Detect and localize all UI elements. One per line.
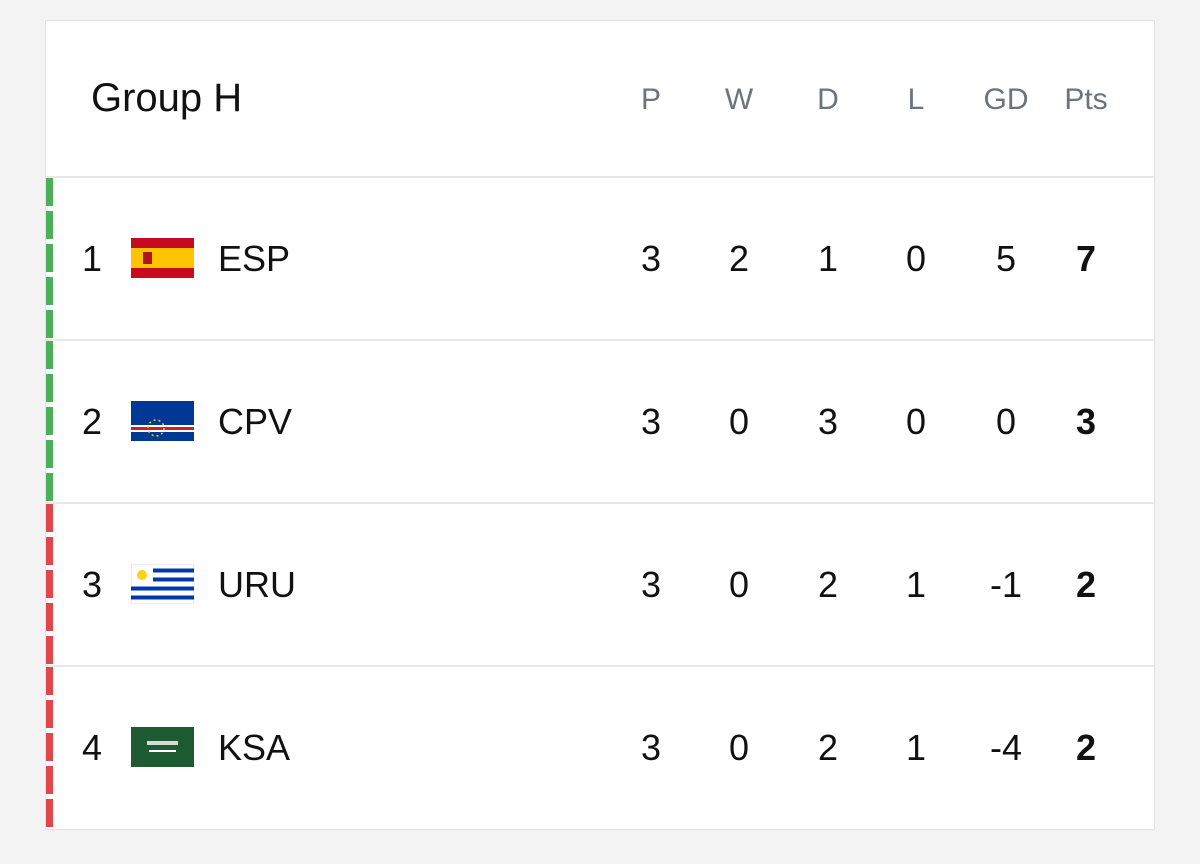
stat-cell: 0 [995, 401, 1017, 442]
stat-cell: 0 [905, 238, 927, 279]
stat-cell: -4 [989, 727, 1022, 768]
team-name: CPV [218, 401, 293, 442]
stat-cell: -1 [989, 564, 1022, 605]
table-row: 4 KSA 3 0 2 1 -4 2 [46, 665, 1154, 829]
rank: 1 [82, 238, 103, 279]
status-indicator [46, 341, 53, 503]
stat-cell: 0 [728, 564, 750, 605]
points: 7 [1075, 238, 1097, 279]
stat-cell: 3 [640, 401, 662, 442]
rank: 4 [82, 727, 103, 768]
points: 3 [1075, 401, 1097, 442]
stat-cell: 1 [817, 238, 839, 279]
team-name: URU [218, 564, 296, 605]
points: 2 [1075, 564, 1097, 605]
status-indicator [46, 667, 53, 829]
rank: 3 [82, 564, 103, 605]
column-header: W [724, 83, 754, 116]
stat-cell: 0 [905, 401, 927, 442]
flag-icon [131, 727, 194, 772]
stat-cell: 3 [640, 238, 662, 279]
stat-cell: 0 [728, 401, 750, 442]
column-header: P [640, 83, 661, 116]
points: 2 [1075, 727, 1097, 768]
group-title: Group H [91, 76, 243, 120]
stat-cell: 5 [995, 238, 1017, 279]
flag-icon [131, 238, 194, 283]
stat-cell: 2 [728, 238, 750, 279]
table-row: 3 URU 3 0 2 1 -1 2 [46, 502, 1154, 666]
stat-cell: 1 [905, 727, 927, 768]
team-name: KSA [218, 727, 291, 768]
stat-cell: 1 [905, 564, 927, 605]
flag-icon [130, 563, 195, 609]
status-indicator [46, 178, 53, 340]
standings-card: Group H P W D L GD Pts 1 ESP 3 2 1 0 5 7 2 CPV 3 0 3 0 0 3 3 UR… [45, 20, 1155, 830]
column-header: GD [983, 83, 1029, 116]
stat-cell: 2 [817, 564, 839, 605]
stat-cell: 0 [728, 727, 750, 768]
stat-cell: 3 [817, 401, 839, 442]
team-name: ESP [218, 238, 291, 279]
table-row: 2 CPV 3 0 3 0 0 3 [46, 339, 1154, 503]
stat-cell: 3 [640, 727, 662, 768]
stat-cell: 2 [817, 727, 839, 768]
column-header: Pts [1064, 83, 1108, 116]
status-indicator [46, 504, 53, 666]
flag-icon [130, 400, 195, 446]
column-header: L [907, 83, 925, 116]
stat-cell: 3 [640, 564, 662, 605]
rank: 2 [82, 401, 103, 442]
column-header: D [817, 83, 839, 116]
table-row: 1 ESP 3 2 1 0 5 7 [46, 176, 1154, 340]
